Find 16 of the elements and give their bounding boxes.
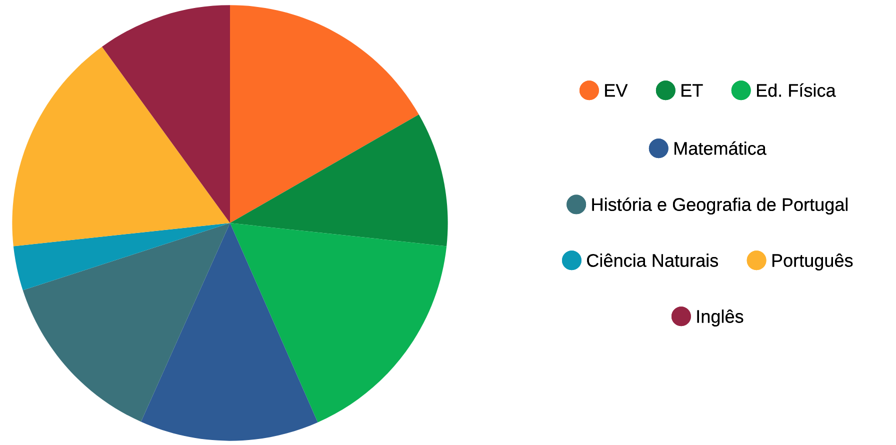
legend-label: Português [772,254,853,270]
pie-slice [13,223,230,290]
pie-slice [230,223,447,422]
pie-slice [230,5,419,223]
pie-slice [22,223,230,422]
legend-label: Ed. Física [757,83,836,97]
pie-slice [102,5,230,223]
legend-label: Inglês [697,310,744,326]
legend-label: Ciência Naturais [587,254,718,267]
legend-label: EV [605,84,628,97]
legend-label: Matemática [674,141,766,155]
legend-label: ET [682,84,703,97]
pie-slice [12,46,230,246]
pie-slice [140,223,318,441]
pie-slice [230,114,448,246]
legend-label: História e Geografia de Portugal [592,197,848,215]
